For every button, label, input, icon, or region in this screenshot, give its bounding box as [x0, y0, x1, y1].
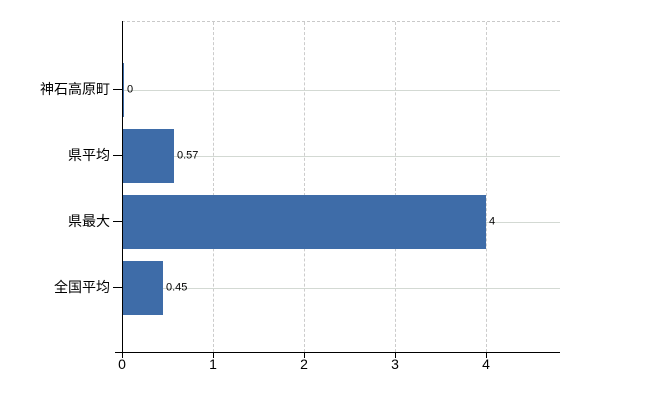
x-tick-label: 3 [391, 356, 399, 372]
y-tick-mark [113, 221, 122, 222]
x-tick-label: 0 [118, 356, 126, 372]
x-tick-label: 4 [482, 356, 490, 372]
y-axis-line [122, 21, 123, 357]
h-gridline [122, 90, 560, 91]
category-label: 県平均 [68, 147, 110, 163]
bar [122, 195, 486, 249]
x-axis-line [115, 352, 560, 353]
y-tick-mark [113, 155, 122, 156]
v-gridline [213, 22, 214, 352]
value-label: 0.45 [166, 281, 188, 294]
v-gridline [486, 22, 487, 352]
category-label: 県最大 [68, 213, 110, 229]
category-label: 全国平均 [54, 279, 110, 295]
x-tick-label: 1 [209, 356, 217, 372]
x-tick-mark [213, 352, 214, 358]
x-tick-mark [486, 352, 487, 358]
x-tick-mark [122, 352, 123, 358]
v-gridline [395, 22, 396, 352]
category-label: 神石高原町 [40, 81, 110, 97]
bar [122, 261, 163, 315]
y-tick-mark [113, 89, 122, 90]
x-tick-mark [395, 352, 396, 358]
bar [122, 129, 174, 183]
x-tick-label: 2 [300, 356, 308, 372]
x-tick-mark [304, 352, 305, 358]
value-label: 0.57 [177, 149, 199, 162]
bar [122, 63, 124, 117]
value-label: 0 [127, 83, 134, 96]
h-gridline [122, 288, 560, 289]
v-gridline [304, 22, 305, 352]
y-tick-mark [113, 287, 122, 288]
value-label: 4 [489, 215, 496, 228]
h-gridline [122, 156, 560, 157]
plot-area: 0 0.57 4 0.45 [122, 21, 560, 352]
